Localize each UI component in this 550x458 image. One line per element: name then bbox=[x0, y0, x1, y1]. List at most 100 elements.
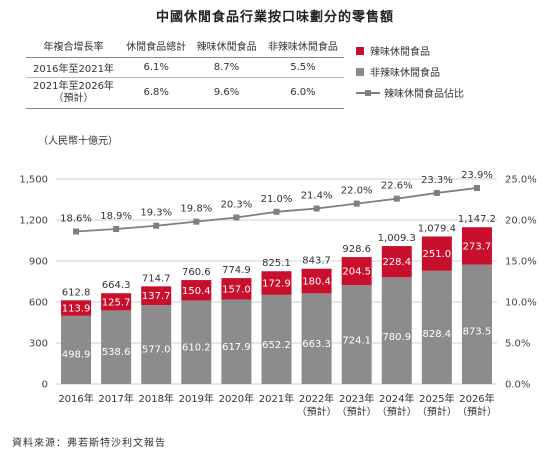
x-tick-label: 2026年 bbox=[459, 392, 494, 405]
bar-spicy bbox=[341, 257, 372, 286]
bar-total-label: 714.7 bbox=[142, 273, 171, 284]
bar-total-label: 760.6 bbox=[182, 267, 211, 278]
cagr-row: 2016年至2021年 6.1% 8.7% 5.5% bbox=[26, 57, 344, 78]
x-tick-label: 2021年 bbox=[259, 392, 294, 405]
bar-total-label: 825.1 bbox=[262, 258, 291, 269]
cagr-header: 休閒食品總計 bbox=[120, 33, 192, 58]
bar-spicy bbox=[141, 286, 172, 306]
x-tick-label: 2020年 bbox=[219, 392, 254, 405]
cagr-spicy: 9.6% bbox=[191, 77, 262, 109]
share-label: 18.6% bbox=[60, 213, 92, 224]
bar-total-label: 928.6 bbox=[342, 244, 371, 255]
y2-tick-label: 5.0% bbox=[505, 339, 530, 350]
x-tick-label: 2019年 bbox=[179, 392, 214, 405]
bar-label-nonspicy: 652.2 bbox=[262, 340, 291, 351]
x-tick-label: 2023年 bbox=[339, 392, 374, 405]
bar-label-spicy: 150.4 bbox=[182, 286, 211, 297]
y-tick-label: 1,500 bbox=[19, 175, 48, 186]
chart-title: 中國休閒食品行業按口味劃分的零售額 bbox=[155, 10, 394, 25]
bar-total-label: 1,147.2 bbox=[458, 214, 496, 225]
cagr-header-row: 年複合增長率 休閒食品總計 辣味休閒食品 非辣味休閒食品 bbox=[26, 33, 344, 58]
legend-item-share: 辣味休閒食品佔比 bbox=[356, 82, 464, 103]
share-point bbox=[193, 218, 200, 225]
share-point bbox=[273, 208, 280, 215]
bar-spicy bbox=[261, 271, 292, 295]
y-tick-label: 300 bbox=[29, 339, 48, 350]
x-tick-sublabel: （預計） bbox=[297, 405, 337, 418]
bar-label-spicy: 172.9 bbox=[262, 279, 291, 290]
bar-label-nonspicy: 617.9 bbox=[222, 342, 251, 353]
bar-label-spicy: 180.4 bbox=[302, 277, 331, 288]
cagr-header: 辣味休閒食品 bbox=[191, 33, 262, 58]
bar-label-nonspicy: 538.6 bbox=[102, 347, 131, 358]
bar-nonspicy bbox=[301, 293, 332, 384]
bar-label-spicy: 137.7 bbox=[142, 291, 171, 302]
bar-nonspicy bbox=[181, 300, 212, 384]
y2-tick-label: 0.0% bbox=[505, 380, 530, 391]
y2-tick-label: 10.0% bbox=[505, 298, 537, 309]
bar-label-nonspicy: 828.4 bbox=[423, 329, 452, 340]
bar-nonspicy bbox=[261, 294, 292, 384]
x-tick-sublabel: （預計） bbox=[457, 405, 497, 418]
y-axis-unit-label: （人民幣十億元） bbox=[38, 136, 118, 147]
bar-nonspicy bbox=[61, 315, 92, 384]
cagr-period-line2: （預計） bbox=[53, 93, 94, 104]
y-tick-label: 900 bbox=[29, 257, 48, 268]
x-tick-label: 2022年 bbox=[299, 392, 334, 405]
bar-nonspicy bbox=[381, 277, 412, 384]
bar-nonspicy bbox=[101, 310, 132, 384]
source-note: 資料來源：弗若斯特沙利文報告 bbox=[12, 438, 166, 449]
cagr-row: 2021年至2026年 （預計） 6.8% 9.6% 6.0% bbox=[26, 77, 344, 109]
legend-label: 辣味休閒食品佔比 bbox=[384, 89, 464, 100]
bar-spicy bbox=[221, 278, 252, 300]
cagr-header: 年複合增長率 bbox=[26, 33, 121, 58]
x-tick-label: 2025年 bbox=[419, 392, 454, 405]
share-label: 18.9% bbox=[100, 211, 132, 222]
x-tick-label: 2016年 bbox=[58, 392, 93, 405]
bar-label-nonspicy: 873.5 bbox=[463, 326, 492, 337]
bar-label-nonspicy: 724.1 bbox=[342, 335, 371, 346]
cagr-header: 非辣味休閒食品 bbox=[261, 33, 344, 58]
bar-spicy bbox=[181, 280, 212, 301]
bar-total-label: 664.3 bbox=[102, 280, 131, 291]
bar-nonspicy bbox=[341, 285, 372, 384]
x-tick-sublabel: （預計） bbox=[417, 405, 457, 418]
x-tick-label: 2024年 bbox=[379, 392, 414, 405]
x-tick-label: 2017年 bbox=[98, 392, 133, 405]
bar-label-spicy: 251.0 bbox=[423, 249, 452, 260]
share-point bbox=[113, 226, 120, 233]
bar-label-spicy: 113.9 bbox=[62, 304, 91, 315]
share-point bbox=[73, 228, 80, 235]
bar-label-spicy: 204.5 bbox=[342, 267, 371, 278]
bar-nonspicy bbox=[461, 264, 492, 384]
y-tick-label: 600 bbox=[29, 298, 48, 309]
cagr-spicy: 8.7% bbox=[191, 57, 262, 78]
bar-nonspicy bbox=[421, 270, 452, 384]
cagr-period: 2016年至2021年 bbox=[26, 57, 121, 78]
x-tick-sublabel: （預計） bbox=[377, 405, 417, 418]
bar-spicy bbox=[421, 236, 452, 271]
bar-nonspicy bbox=[221, 299, 252, 384]
bar-spicy bbox=[381, 246, 412, 278]
legend-swatch-spicy bbox=[356, 46, 364, 55]
cagr-total: 6.1% bbox=[120, 57, 192, 78]
x-tick-label: 2018年 bbox=[139, 392, 174, 405]
share-label: 21.0% bbox=[261, 194, 293, 205]
y-tick-label: 0 bbox=[42, 380, 48, 391]
legend-label: 辣味休閒食品 bbox=[370, 47, 430, 58]
bar-label-nonspicy: 663.3 bbox=[302, 339, 331, 350]
legend-label: 非辣味休閒食品 bbox=[370, 68, 440, 79]
share-label: 20.3% bbox=[221, 200, 253, 211]
legend-line-marker-icon bbox=[356, 89, 380, 96]
legend-item-nonspicy: 非辣味休閒食品 bbox=[356, 61, 464, 82]
bar-spicy bbox=[461, 227, 492, 265]
cagr-total: 6.8% bbox=[120, 77, 192, 109]
share-label: 22.6% bbox=[381, 181, 413, 192]
share-label: 19.8% bbox=[180, 204, 212, 215]
cagr-table: 年複合增長率 休閒食品總計 辣味休閒食品 非辣味休閒食品 2016年至2021年… bbox=[26, 33, 344, 109]
share-label: 19.3% bbox=[140, 208, 172, 219]
y-tick-label: 1,200 bbox=[19, 216, 48, 227]
share-point bbox=[433, 189, 440, 196]
bar-total-label: 612.8 bbox=[62, 287, 91, 298]
y2-tick-label: 15.0% bbox=[505, 257, 537, 268]
